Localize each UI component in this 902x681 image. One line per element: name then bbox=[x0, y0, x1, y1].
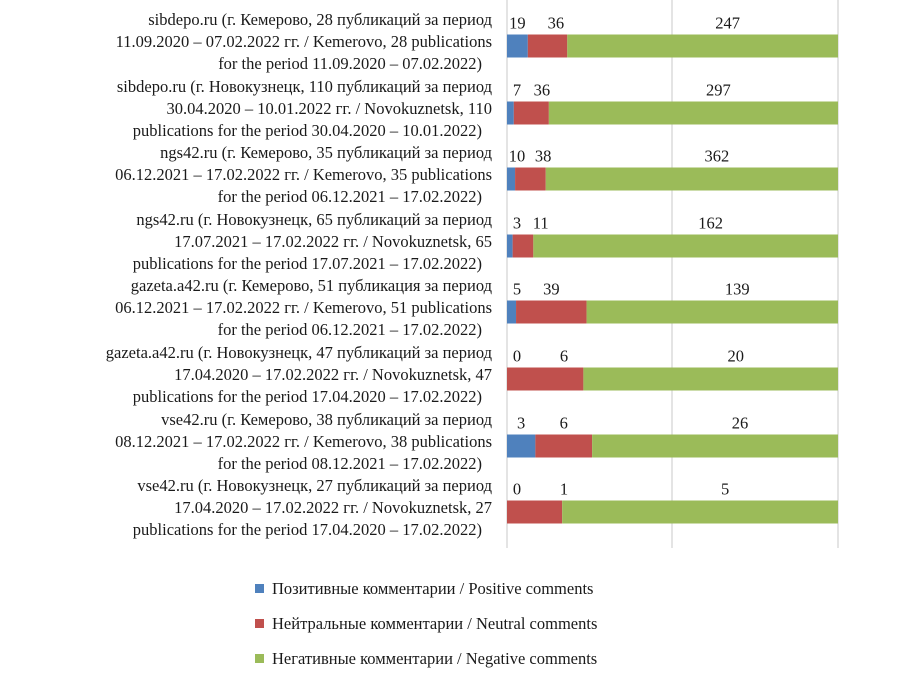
data-label-negative-6: 26 bbox=[732, 414, 749, 433]
bar-positive-2 bbox=[507, 167, 516, 191]
data-label-neutral-0: 36 bbox=[548, 14, 565, 33]
data-label-positive-4: 5 bbox=[513, 280, 521, 299]
category-label-line: 17.04.2020 – 17.02.2022 гг. / Novokuznet… bbox=[174, 498, 492, 517]
bar-neutral-1 bbox=[513, 101, 549, 125]
category-label-line: gazeta.a42.ru (г. Кемерово, 51 публикаци… bbox=[130, 276, 492, 295]
data-label-negative-2: 362 bbox=[705, 147, 730, 166]
category-label-line: vse42.ru (г. Кемерово, 38 публикаций за … bbox=[161, 410, 492, 429]
legend-label-neutral: Нейтральные комментарии / Neutral commen… bbox=[272, 614, 598, 633]
legend-label-positive: Позитивные комментарии / Positive commen… bbox=[272, 579, 594, 598]
category-label-line: 17.04.2020 – 17.02.2022 гг. / Novokuznet… bbox=[174, 365, 492, 384]
data-label-negative-4: 139 bbox=[725, 280, 750, 299]
data-label-positive-7: 0 bbox=[513, 480, 521, 499]
data-label-positive-2: 10 bbox=[509, 147, 526, 166]
bar-neutral-6 bbox=[535, 434, 593, 458]
bar-negative-2 bbox=[545, 167, 838, 191]
category-label-line: for the period 06.12.2021 – 17.02.2022) bbox=[217, 187, 482, 206]
bar-neutral-2 bbox=[515, 167, 546, 191]
category-label-line: ngs42.ru (г. Новокузнецк, 65 публикаций … bbox=[136, 210, 492, 229]
category-label-line: for the period 06.12.2021 – 17.02.2022) bbox=[217, 320, 482, 339]
data-label-negative-0: 247 bbox=[715, 14, 740, 33]
legend-swatch-positive bbox=[255, 584, 264, 593]
data-label-positive-3: 3 bbox=[513, 214, 521, 233]
category-label-line: 08.12.2021 – 17.02.2022 гг. / Kemerovo, … bbox=[115, 432, 492, 451]
bar-neutral-0 bbox=[527, 34, 568, 58]
data-label-positive-5: 0 bbox=[513, 347, 521, 366]
category-label-line: gazeta.a42.ru (г. Новокузнецк, 47 публик… bbox=[105, 343, 492, 362]
data-label-neutral-3: 11 bbox=[533, 214, 549, 233]
data-label-neutral-5: 6 bbox=[560, 347, 568, 366]
category-label-line: 06.12.2021 – 17.02.2022 гг. / Kemerovo, … bbox=[115, 298, 492, 317]
bar-neutral-3 bbox=[512, 234, 534, 258]
category-label-line: ngs42.ru (г. Кемерово, 35 публикаций за … bbox=[160, 143, 492, 162]
legend-item-negative: Негативные комментарии / Negative commen… bbox=[255, 649, 597, 669]
category-label-line: publications for the period 17.04.2020 –… bbox=[132, 387, 482, 406]
data-label-negative-3: 162 bbox=[698, 214, 723, 233]
category-label-line: sibdepo.ru (г. Новокузнецк, 110 публикац… bbox=[116, 77, 492, 96]
category-label-line: 06.12.2021 – 17.02.2022 гг. / Kemerovo, … bbox=[115, 165, 492, 184]
data-label-neutral-4: 39 bbox=[543, 280, 560, 299]
data-label-positive-0: 19 bbox=[509, 14, 526, 33]
category-label-line: vse42.ru (г. Новокузнецк, 27 публикаций … bbox=[137, 476, 492, 495]
category-label-line: publications for the period 30.04.2020 –… bbox=[132, 121, 482, 140]
bar-negative-4 bbox=[586, 300, 838, 324]
data-label-neutral-7: 1 bbox=[560, 480, 568, 499]
bar-neutral-5 bbox=[507, 367, 584, 391]
bar-positive-6 bbox=[507, 434, 536, 458]
bar-negative-3 bbox=[533, 234, 838, 258]
category-label-line: for the period 08.12.2021 – 17.02.2022) bbox=[217, 454, 482, 473]
category-label-line: publications for the period 17.04.2020 –… bbox=[132, 520, 482, 539]
category-label-line: sibdepo.ru (г. Кемерово, 28 публикаций з… bbox=[148, 10, 492, 29]
bar-negative-6 bbox=[592, 434, 838, 458]
data-label-negative-1: 297 bbox=[706, 81, 731, 100]
legend-swatch-neutral bbox=[255, 619, 264, 628]
category-label-line: 17.07.2021 – 17.02.2022 гг. / Novokuznet… bbox=[174, 232, 492, 251]
data-label-neutral-6: 6 bbox=[560, 414, 568, 433]
legend-swatch-negative bbox=[255, 654, 264, 663]
legend-label-negative: Негативные комментарии / Negative commen… bbox=[272, 649, 598, 668]
bar-positive-0 bbox=[507, 34, 528, 58]
bar-positive-4 bbox=[507, 300, 517, 324]
data-label-neutral-1: 36 bbox=[534, 81, 551, 100]
bar-negative-1 bbox=[548, 101, 838, 125]
category-label-line: for the period 11.09.2020 – 07.02.2022) bbox=[218, 54, 482, 73]
data-label-positive-6: 3 bbox=[517, 414, 525, 433]
bar-negative-5 bbox=[583, 367, 838, 391]
bar-neutral-4 bbox=[516, 300, 587, 324]
data-label-negative-5: 20 bbox=[727, 347, 744, 366]
legend-item-neutral: Нейтральные комментарии / Neutral commen… bbox=[255, 614, 597, 634]
bar-negative-0 bbox=[567, 34, 838, 58]
category-label-line: 30.04.2020 – 10.01.2022 гг. / Novokuznet… bbox=[166, 99, 492, 118]
legend-item-positive: Позитивные комментарии / Positive commen… bbox=[255, 579, 593, 599]
bar-neutral-7 bbox=[507, 500, 563, 524]
bar-positive-3 bbox=[507, 234, 513, 258]
data-label-positive-1: 7 bbox=[513, 81, 521, 100]
bar-negative-7 bbox=[562, 500, 838, 524]
bar-positive-1 bbox=[507, 101, 514, 125]
category-label-line: 11.09.2020 – 07.02.2022 гг. / Kemerovo, … bbox=[115, 32, 492, 51]
category-label-line: publications for the period 17.07.2021 –… bbox=[132, 254, 482, 273]
data-label-neutral-2: 38 bbox=[535, 147, 552, 166]
data-label-negative-7: 5 bbox=[721, 480, 729, 499]
